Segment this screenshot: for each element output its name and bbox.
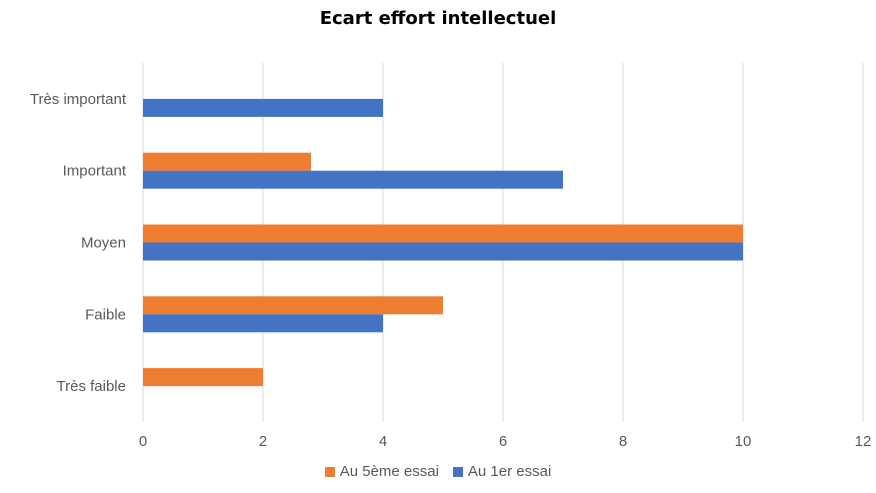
- bar: [143, 242, 743, 261]
- category-label: Très important: [30, 91, 127, 108]
- x-tick-label: 10: [735, 433, 752, 450]
- x-tick-label: 6: [499, 433, 507, 450]
- category-label: Faible: [85, 306, 126, 323]
- category-label: Important: [63, 163, 127, 180]
- category-label: Très faible: [57, 378, 126, 395]
- bar: [143, 170, 563, 189]
- chart-title: Ecart effort intellectuel: [319, 8, 557, 29]
- x-tick-label: 8: [619, 433, 627, 450]
- legend-label: Au 5ème essai: [339, 463, 439, 480]
- x-tick-label: 2: [259, 433, 267, 450]
- legend-item: Au 5ème essai: [324, 463, 439, 480]
- legend-swatch: [324, 466, 335, 477]
- category-label: Moyen: [81, 235, 126, 252]
- x-tick-label: 12: [855, 433, 872, 450]
- legend-label: Au 1er essai: [467, 463, 552, 480]
- bar: [143, 224, 743, 243]
- legend-swatch: [452, 466, 463, 477]
- x-tick-label: 4: [379, 433, 387, 450]
- bar: [143, 296, 443, 315]
- legend-item: Au 1er essai: [452, 463, 552, 480]
- bar: [143, 368, 263, 387]
- chart-legend: Au 5ème essai Au 1er essai: [0, 463, 876, 480]
- bar: [143, 152, 311, 171]
- bar: [143, 314, 383, 333]
- x-tick-label: 0: [139, 433, 147, 450]
- bar: [143, 98, 383, 117]
